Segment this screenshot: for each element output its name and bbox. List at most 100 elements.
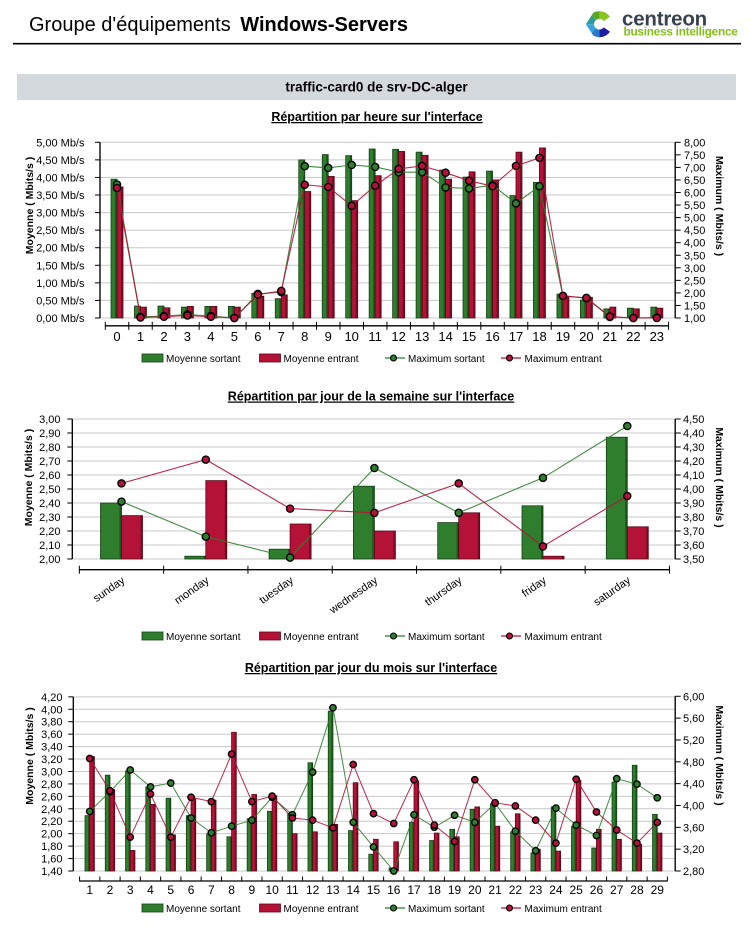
svg-text:4,00: 4,00	[41, 704, 62, 716]
svg-text:4,40: 4,40	[683, 779, 704, 791]
svg-text:17: 17	[407, 883, 421, 897]
svg-text:22: 22	[626, 329, 640, 344]
svg-text:13: 13	[415, 329, 429, 344]
svg-text:3,60: 3,60	[683, 822, 704, 834]
svg-text:10: 10	[265, 883, 279, 897]
svg-text:3,50: 3,50	[684, 250, 705, 262]
svg-text:0,50 Mb/s: 0,50 Mb/s	[36, 295, 85, 307]
svg-text:5,60: 5,60	[683, 713, 704, 725]
svg-text:2,70: 2,70	[39, 456, 60, 468]
svg-text:2,40: 2,40	[41, 804, 62, 816]
svg-text:1,40: 1,40	[41, 866, 62, 878]
svg-text:Maximum sortant: Maximum sortant	[408, 354, 485, 365]
svg-text:20: 20	[579, 329, 593, 344]
svg-text:2,50: 2,50	[39, 484, 60, 496]
svg-text:Moyenne entrant: Moyenne entrant	[284, 904, 359, 915]
svg-text:sunday: sunday	[91, 574, 127, 604]
svg-text:3,50 Mb/s: 3,50 Mb/s	[36, 190, 85, 202]
svg-text:Moyenne entrant: Moyenne entrant	[284, 354, 359, 365]
svg-text:2,30: 2,30	[39, 512, 60, 524]
svg-text:8,00: 8,00	[684, 137, 705, 149]
svg-text:4,20: 4,20	[41, 692, 62, 704]
svg-text:2: 2	[160, 329, 167, 344]
svg-text:3,00: 3,00	[41, 766, 62, 778]
svg-text:11: 11	[368, 329, 382, 344]
svg-text:0,00 Mb/s: 0,00 Mb/s	[36, 313, 85, 325]
svg-text:24: 24	[549, 883, 563, 897]
svg-text:2,00: 2,00	[39, 554, 60, 566]
svg-text:4,20: 4,20	[683, 456, 704, 468]
svg-text:Groupe d'équipements Windows-S: Groupe d'équipements Windows-Servers	[29, 14, 408, 36]
svg-text:2,60: 2,60	[39, 470, 60, 482]
svg-text:Maximum ( Mbits/s ): Maximum ( Mbits/s )	[713, 427, 725, 527]
svg-text:tuesday: tuesday	[257, 574, 296, 606]
svg-text:1,00: 1,00	[684, 313, 705, 325]
svg-text:2,40: 2,40	[39, 498, 60, 510]
svg-text:Moyenne sortant: Moyenne sortant	[166, 354, 241, 365]
svg-text:1,50: 1,50	[684, 300, 705, 312]
svg-text:22: 22	[509, 883, 523, 897]
svg-text:4,00: 4,00	[683, 800, 704, 812]
svg-text:3: 3	[184, 329, 191, 344]
svg-text:2,90: 2,90	[39, 428, 60, 440]
svg-text:1: 1	[86, 883, 93, 897]
svg-text:23: 23	[529, 883, 543, 897]
svg-text:26: 26	[590, 883, 604, 897]
svg-text:4,00: 4,00	[684, 238, 705, 250]
svg-text:3,20: 3,20	[683, 844, 704, 856]
svg-text:3,80: 3,80	[683, 512, 704, 524]
svg-text:19: 19	[448, 883, 462, 897]
svg-text:Maximum sortant: Maximum sortant	[408, 904, 485, 915]
svg-text:6: 6	[188, 883, 195, 897]
svg-text:1,60: 1,60	[41, 854, 62, 866]
svg-text:4,00: 4,00	[683, 484, 704, 496]
svg-text:25: 25	[570, 883, 584, 897]
svg-text:2,50 Mb/s: 2,50 Mb/s	[36, 225, 85, 237]
svg-text:7,50: 7,50	[684, 150, 705, 162]
svg-text:2: 2	[107, 883, 114, 897]
svg-text:Répartition par heure sur l'in: Répartition par heure sur l'interface	[271, 110, 482, 124]
svg-text:6,00: 6,00	[683, 691, 704, 703]
svg-text:4,80: 4,80	[683, 757, 704, 769]
svg-text:3,40: 3,40	[41, 742, 62, 754]
svg-text:5: 5	[231, 329, 238, 344]
svg-text:2,50: 2,50	[684, 275, 705, 287]
svg-text:1: 1	[137, 329, 144, 344]
svg-text:14: 14	[347, 883, 361, 897]
svg-text:2,00 Mb/s: 2,00 Mb/s	[36, 243, 85, 255]
svg-text:9: 9	[249, 883, 256, 897]
svg-text:wednesday: wednesday	[327, 574, 381, 617]
svg-text:4: 4	[147, 883, 154, 897]
svg-text:Moyenne ( Mbits/s ): Moyenne ( Mbits/s )	[23, 429, 35, 526]
svg-text:4,10: 4,10	[683, 470, 704, 482]
svg-text:6: 6	[254, 329, 261, 344]
svg-text:Moyenne ( Mbits/s ): Moyenne ( Mbits/s )	[24, 157, 36, 254]
svg-text:14: 14	[438, 329, 452, 344]
svg-text:3,90: 3,90	[683, 498, 704, 510]
svg-text:2,00: 2,00	[41, 829, 62, 841]
svg-text:Maximum ( Mbits/s ): Maximum ( Mbits/s )	[713, 705, 725, 805]
svg-text:traffic-card0 de srv-DC-alger: traffic-card0 de srv-DC-alger	[285, 80, 468, 95]
svg-text:4: 4	[207, 329, 214, 344]
svg-text:5,50: 5,50	[684, 200, 705, 212]
svg-text:9: 9	[325, 329, 332, 344]
svg-text:2,00: 2,00	[684, 288, 705, 300]
svg-text:3: 3	[127, 883, 134, 897]
svg-text:1,80: 1,80	[41, 841, 62, 853]
svg-text:Répartition par jour de la sem: Répartition par jour de la semaine sur l…	[228, 390, 514, 404]
svg-text:4,50: 4,50	[683, 414, 704, 426]
svg-text:8: 8	[228, 883, 235, 897]
svg-text:4,30: 4,30	[683, 442, 704, 454]
svg-text:12: 12	[306, 883, 320, 897]
svg-text:1,50 Mb/s: 1,50 Mb/s	[36, 260, 85, 272]
svg-text:5,00: 5,00	[684, 213, 705, 225]
svg-text:27: 27	[610, 883, 624, 897]
svg-text:3,50: 3,50	[683, 554, 704, 566]
svg-text:16: 16	[387, 883, 401, 897]
svg-text:18: 18	[532, 329, 546, 344]
svg-text:4,40: 4,40	[683, 428, 704, 440]
svg-text:Répartition par jour du mois s: Répartition par jour du mois sur l'inter…	[245, 661, 497, 675]
svg-text:thursday: thursday	[423, 574, 465, 608]
svg-text:10: 10	[344, 329, 358, 344]
svg-text:2,20: 2,20	[39, 526, 60, 538]
